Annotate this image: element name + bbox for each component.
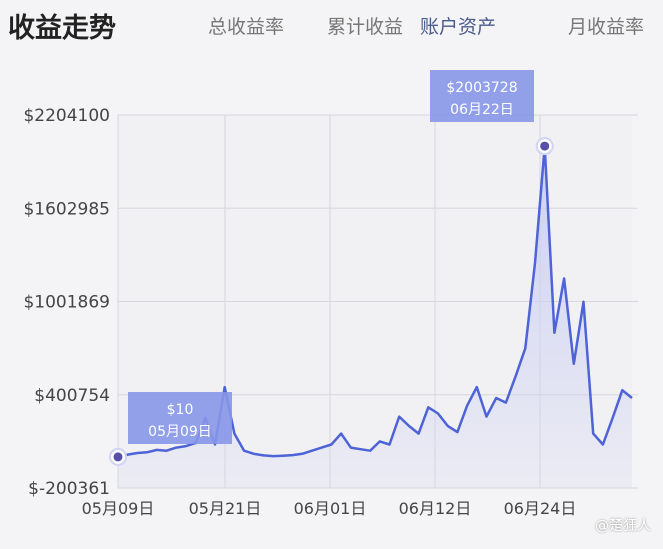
page-title: 收益走势 <box>8 13 116 44</box>
tooltip-box <box>430 70 534 122</box>
y-tick-label: $400754 <box>34 386 110 406</box>
tooltip-value: $2003728 <box>446 80 517 96</box>
x-tick-label: 06月24日 <box>504 499 577 518</box>
tab-cumulative-return[interactable]: 累计收益 <box>327 16 404 38</box>
y-tick-label: $1001869 <box>23 293 110 313</box>
tooltip-date: 06月22日 <box>450 102 514 118</box>
watermark: @楚狂人 <box>595 518 651 534</box>
header: 收益走势 总收益率 累计收益 账户资产 月收益率 <box>0 0 663 50</box>
y-tick-label: $1602985 <box>23 199 110 219</box>
tooltip-box <box>128 392 232 444</box>
y-tick-label: $2204100 <box>23 106 110 126</box>
tooltip-date: 05月09日 <box>148 424 212 440</box>
x-tick-label: 06月12日 <box>399 499 472 518</box>
tooltip-value: $10 <box>167 402 194 418</box>
x-tick-label: 05月21日 <box>189 499 262 518</box>
tab-total-return[interactable]: 总收益率 <box>208 16 285 38</box>
tab-account-assets[interactable]: 账户资产 <box>420 16 497 38</box>
x-tick-label: 05月09日 <box>82 499 155 518</box>
tab-monthly-return[interactable]: 月收益率 <box>568 16 645 38</box>
y-tick-label: $-200361 <box>28 479 110 499</box>
x-tick-label: 06月01日 <box>294 499 367 518</box>
highlight-point-core <box>113 452 123 462</box>
highlight-point-core <box>540 141 550 151</box>
